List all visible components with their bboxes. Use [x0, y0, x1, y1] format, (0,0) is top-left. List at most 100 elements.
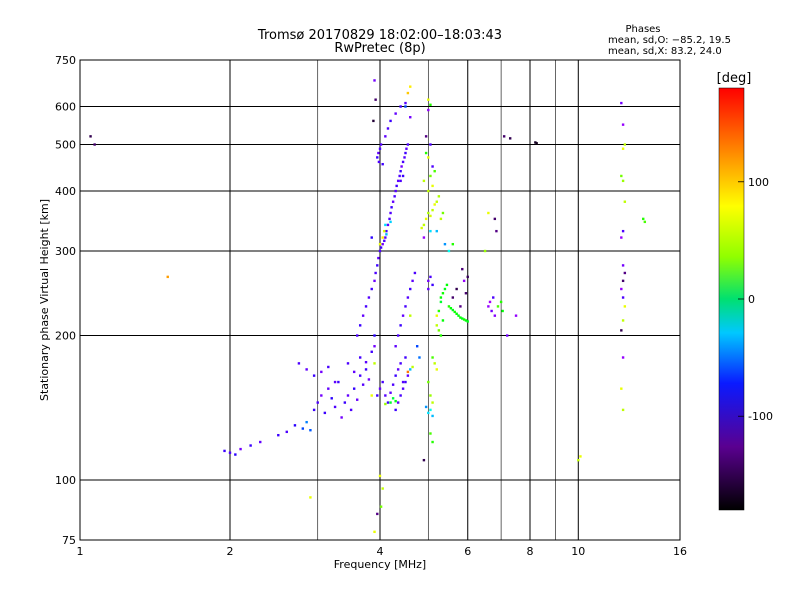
- data-point: [418, 356, 421, 359]
- data-point: [396, 401, 400, 404]
- data-point: [373, 530, 376, 534]
- data-point: [223, 449, 226, 453]
- data-point: [462, 279, 466, 283]
- data-point: [396, 368, 400, 371]
- data-point: [239, 447, 242, 451]
- data-point: [361, 314, 365, 317]
- data-point: [373, 362, 376, 365]
- data-point: [378, 474, 382, 478]
- data-point: [406, 374, 410, 377]
- data-point: [403, 156, 406, 159]
- data-point: [621, 319, 625, 322]
- data-point: [449, 307, 453, 310]
- data-point: [309, 429, 312, 432]
- data-point: [455, 287, 458, 291]
- data-point: [373, 279, 376, 283]
- x-tick-label: 4: [377, 545, 384, 558]
- data-point: [396, 179, 400, 183]
- data-point: [364, 305, 368, 308]
- data-point: [399, 394, 402, 397]
- data-point: [361, 383, 365, 386]
- data-point: [312, 374, 316, 377]
- data-point: [376, 512, 379, 516]
- x-tick-label: 10: [571, 545, 585, 558]
- data-point: [259, 440, 262, 444]
- data-point: [401, 387, 405, 390]
- data-point: [621, 264, 625, 267]
- data-point: [427, 108, 430, 112]
- data-point: [427, 411, 430, 415]
- data-point: [461, 267, 464, 271]
- data-point: [409, 85, 412, 88]
- data-point: [535, 142, 538, 145]
- data-point: [620, 329, 623, 332]
- data-point: [399, 169, 402, 173]
- data-point: [377, 256, 380, 260]
- data-point: [621, 123, 625, 126]
- data-point: [399, 324, 402, 327]
- data-point: [378, 242, 382, 246]
- phase-stats-heading: Phases: [625, 24, 660, 35]
- data-point: [355, 398, 359, 401]
- phase-stats-o: mean, sd,O: −85.2, 19.5: [608, 35, 731, 46]
- data-point: [457, 314, 460, 317]
- data-point: [358, 374, 362, 377]
- y-tick-label: 300: [55, 245, 76, 258]
- colorbar-tick-label: 100: [748, 176, 769, 189]
- data-point: [437, 329, 441, 332]
- data-point: [514, 314, 518, 317]
- data-point: [305, 368, 308, 371]
- data-point: [343, 401, 347, 404]
- data-point: [399, 362, 402, 365]
- data-point: [443, 287, 447, 291]
- data-point: [367, 378, 371, 381]
- data-point: [285, 430, 288, 434]
- data-point: [394, 399, 397, 403]
- data-point: [508, 137, 512, 140]
- data-point: [370, 394, 373, 397]
- data-point: [389, 391, 392, 394]
- data-point: [424, 405, 428, 409]
- data-point: [429, 394, 432, 397]
- y-tick-label: 100: [55, 474, 76, 487]
- data-point: [391, 200, 395, 203]
- data-point: [579, 455, 582, 458]
- data-point: [413, 271, 417, 275]
- data-point: [301, 427, 305, 430]
- data-point: [501, 309, 504, 313]
- data-point: [439, 296, 443, 299]
- data-point: [431, 208, 434, 212]
- data-point: [459, 316, 462, 319]
- data-point: [330, 397, 333, 400]
- data-point: [381, 380, 384, 384]
- data-point: [439, 334, 443, 337]
- data-point: [427, 279, 430, 283]
- data-point: [400, 165, 403, 168]
- data-point: [389, 211, 392, 215]
- data-point: [429, 229, 432, 233]
- data-point: [411, 365, 414, 369]
- data-point: [293, 424, 297, 427]
- data-point: [420, 226, 423, 230]
- scatter-points: [89, 79, 647, 534]
- data-point: [427, 380, 430, 384]
- data-point: [399, 105, 402, 108]
- chart-subtitle: RwPretec (8p): [334, 41, 425, 56]
- data-point: [234, 453, 237, 456]
- data-point: [346, 394, 350, 397]
- data-point: [422, 458, 426, 462]
- data-point: [323, 411, 327, 415]
- chart-title: Tromsø 20170829 18:02:00–18:03:43: [257, 28, 502, 43]
- data-point: [422, 223, 426, 227]
- data-point: [316, 401, 319, 404]
- data-point: [431, 283, 434, 287]
- data-point: [464, 292, 468, 295]
- data-point: [373, 345, 376, 348]
- data-point: [364, 368, 368, 371]
- data-point: [386, 223, 390, 227]
- data-point: [391, 383, 395, 386]
- data-point: [352, 387, 356, 390]
- data-point: [89, 135, 92, 138]
- data-point: [409, 314, 412, 317]
- data-point: [445, 283, 449, 287]
